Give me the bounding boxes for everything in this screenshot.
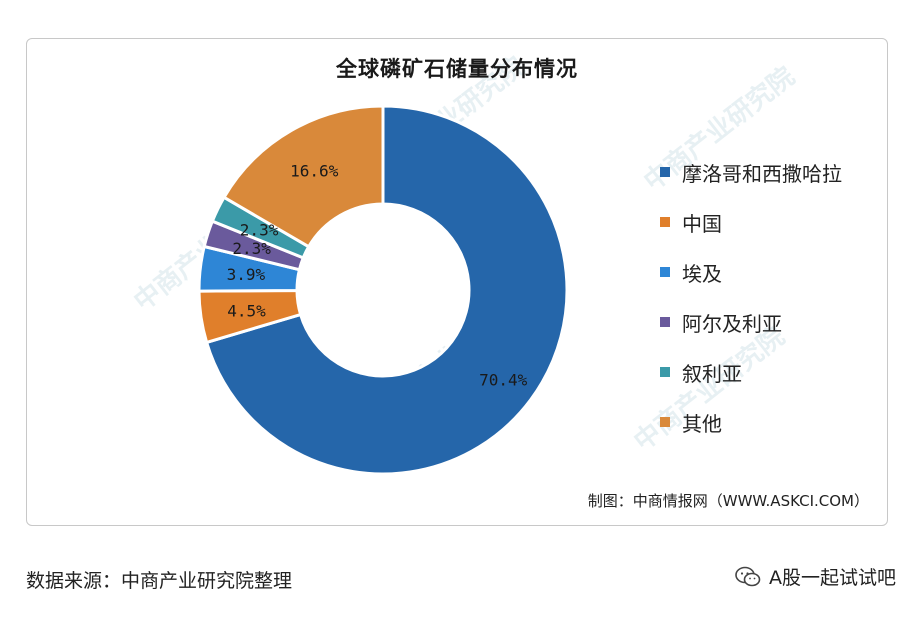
legend-item-other: 其他 xyxy=(660,397,842,447)
slice-label: 4.5% xyxy=(227,301,266,320)
legend-label: 阿尔及利亚 xyxy=(682,311,782,336)
slice-morocco xyxy=(204,104,569,476)
legend-item-algeria: 阿尔及利亚 xyxy=(660,297,842,347)
source-note: 数据来源：中商产业研究院整理 xyxy=(26,570,293,592)
legend-label: 摩洛哥和西撒哈拉 xyxy=(682,161,842,186)
wechat-account-name: A股一起试试吧 xyxy=(769,567,896,589)
legend-label: 其他 xyxy=(682,411,722,436)
legend-item-egypt: 埃及 xyxy=(660,247,842,297)
legend-item-syria: 叙利亚 xyxy=(660,347,842,397)
slice-other xyxy=(221,104,385,249)
legend-label: 叙利亚 xyxy=(682,361,742,386)
chart-credit: 制图：中商情报网（WWW.ASKCI.COM） xyxy=(587,492,869,510)
slice-label: 2.3% xyxy=(232,239,271,258)
legend-item-china: 中国 xyxy=(660,197,842,247)
legend-label: 中国 xyxy=(682,211,722,236)
legend-swatch xyxy=(660,217,670,227)
slice-label: 2.3% xyxy=(240,220,279,239)
slice-label: 3.9% xyxy=(227,265,266,284)
legend-label: 埃及 xyxy=(682,261,722,286)
legend-item-morocco: 摩洛哥和西撒哈拉 xyxy=(660,147,842,197)
legend-swatch xyxy=(660,167,670,177)
legend-swatch xyxy=(660,317,670,327)
wechat-icon xyxy=(735,566,761,586)
chart-card: 中商产业研究院 中商产业研究院 中商产业研究院 中商产业研究院 中商产业研究院 … xyxy=(26,38,888,526)
chart-title: 全球磷矿石储量分布情况 xyxy=(336,57,578,81)
slice-label: 70.4% xyxy=(479,371,528,390)
legend-swatch xyxy=(660,367,670,377)
legend-swatch xyxy=(660,267,670,277)
legend: 摩洛哥和西撒哈拉 中国 埃及 阿尔及利亚 叙利亚 其他 xyxy=(660,147,842,447)
legend-swatch xyxy=(660,417,670,427)
wechat-account[interactable]: A股一起试试吧 xyxy=(735,563,896,590)
donut-chart: 70.4% 4.5% 3.9% 2.3%2.3% 16.6% xyxy=(197,104,569,476)
slice-label: 16.6% xyxy=(290,161,339,180)
